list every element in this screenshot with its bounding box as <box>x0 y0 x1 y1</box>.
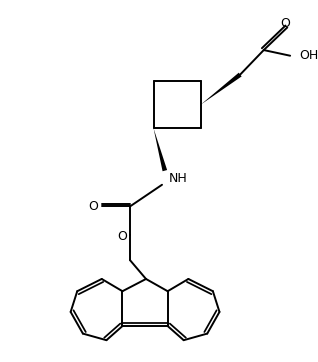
Polygon shape <box>201 73 242 105</box>
Polygon shape <box>154 128 167 171</box>
Text: NH: NH <box>169 172 187 185</box>
Text: OH: OH <box>300 49 318 62</box>
Text: O: O <box>118 230 128 243</box>
Text: O: O <box>88 200 98 213</box>
Text: O: O <box>280 17 290 30</box>
